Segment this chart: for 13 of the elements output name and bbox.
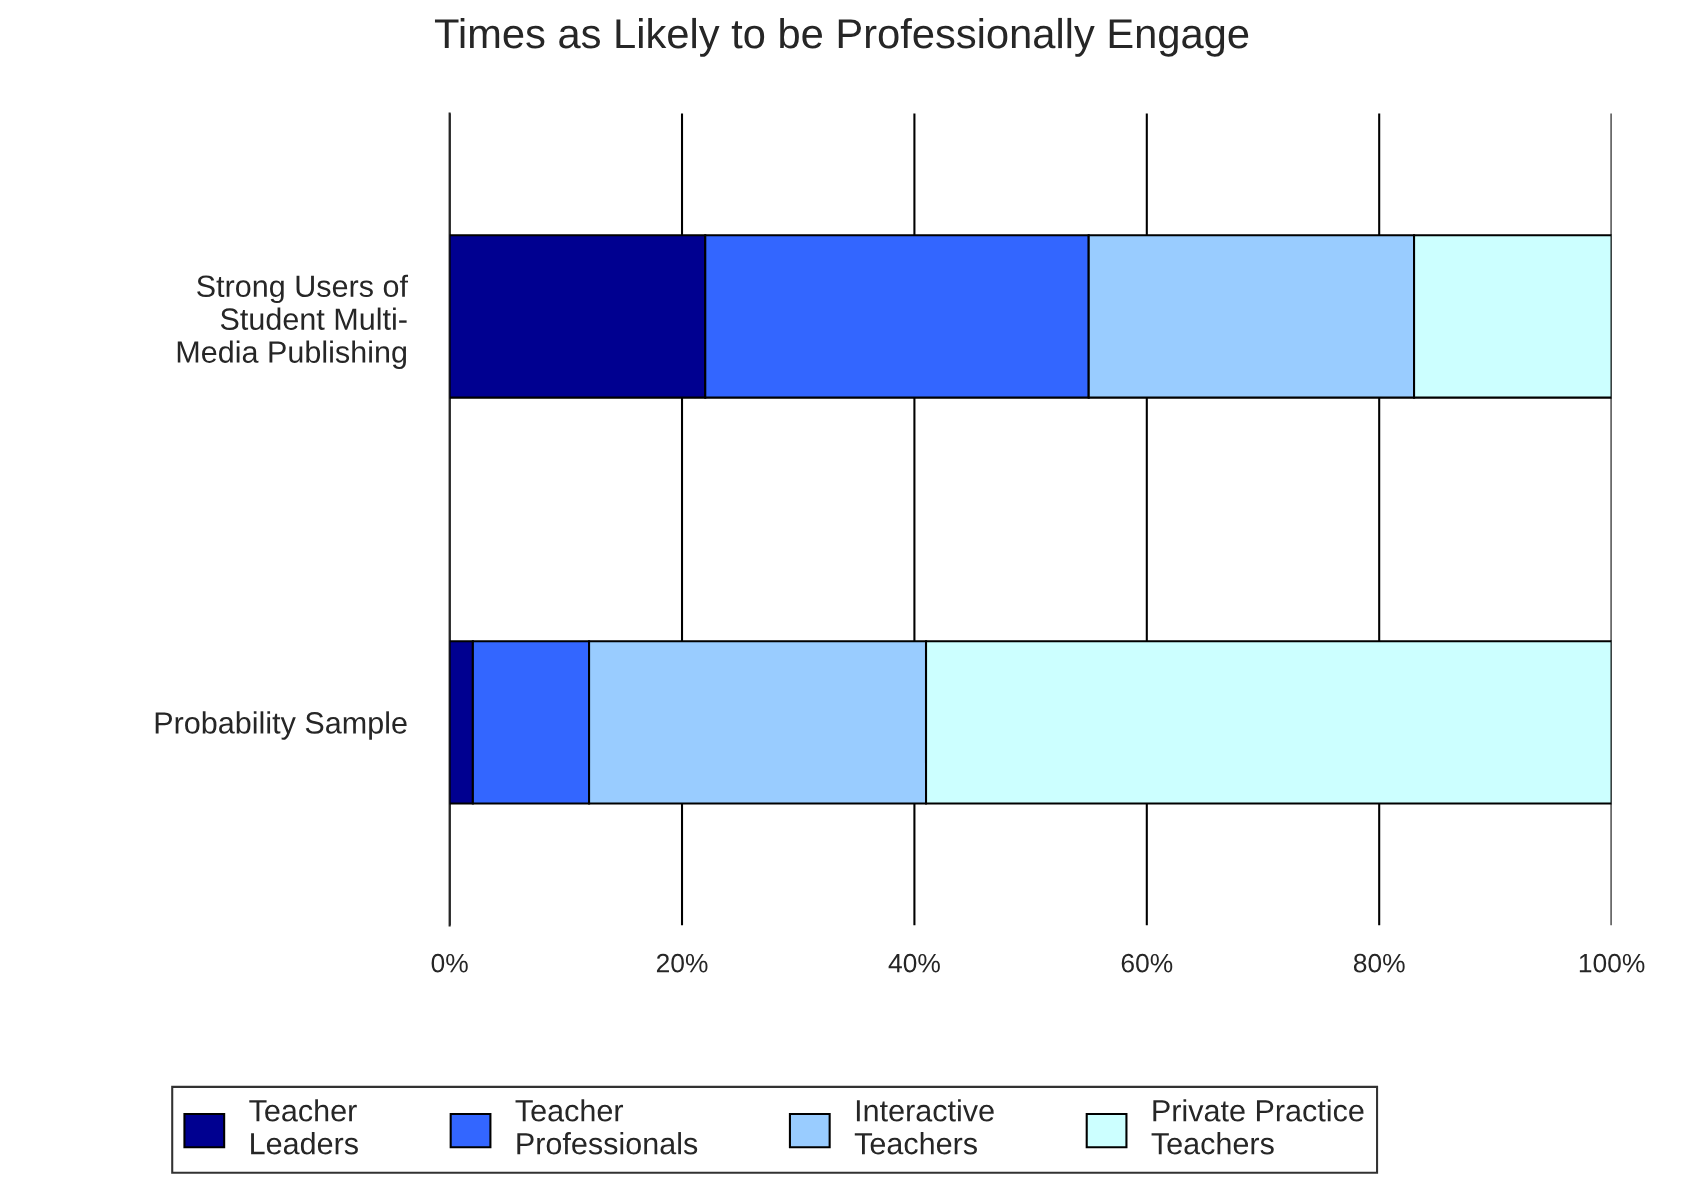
legend-label: Interactive Teachers [854, 1099, 994, 1155]
chart-title: Times as Likely to be Professionally Engage [434, 17, 1249, 57]
x-tick-label: 100% [1579, 953, 1645, 973]
legend-label: Teacher Leaders [249, 1099, 358, 1155]
x-tick-label: 20% [656, 953, 708, 973]
x-tick-label: 80% [1353, 953, 1405, 973]
legend-label: Private Practice Teachers [1151, 1099, 1364, 1155]
x-tick-label: 60% [1121, 953, 1173, 973]
x-tick-label: 0% [431, 953, 468, 973]
y-tick-label: Strong Users of Student Multi- Media Publishing [177, 274, 409, 369]
x-tick-label: 40% [888, 953, 940, 973]
y-tick-label: Probability Sample [155, 711, 407, 740]
legend-label: Teacher Professionals [515, 1099, 698, 1155]
